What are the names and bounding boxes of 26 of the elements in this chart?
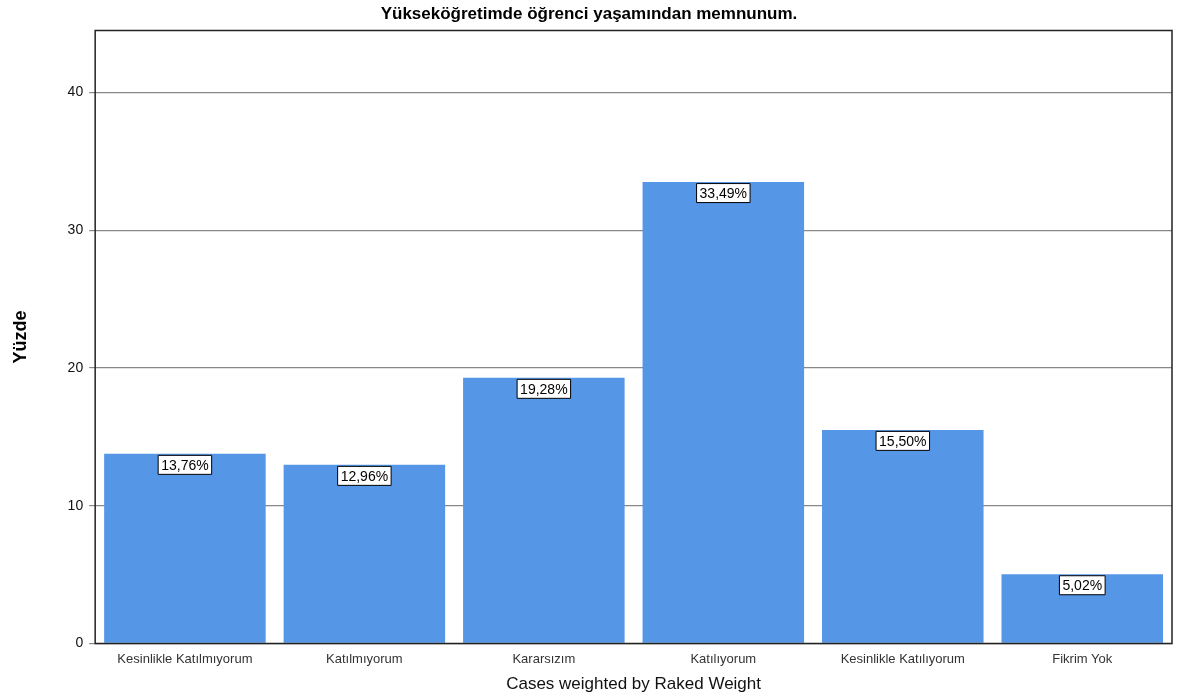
- bar: [283, 464, 446, 643]
- x-tick-label: Katılmıyorum: [326, 650, 403, 666]
- data-label: 33,49%: [699, 184, 748, 201]
- text: Cases weighted by Raked Weight: [506, 674, 762, 694]
- data-label: 5,02%: [1062, 577, 1103, 594]
- x-tick-label: Kesinlikle Katılmıyorum: [117, 650, 253, 666]
- bar: [1001, 574, 1164, 643]
- data-label: 12,96%: [340, 467, 389, 484]
- y-tick-label: 40: [67, 83, 84, 100]
- y-tick-label: 0: [75, 634, 84, 651]
- y-axis-title: Yüzde: [9, 310, 30, 364]
- chart-title: Yükseköğretimde öğrenci yaşamından memnunum.: [380, 3, 798, 23]
- data-label: 19,28%: [520, 380, 568, 397]
- bar: [642, 182, 805, 643]
- bar: [463, 377, 625, 643]
- x-tick-label: Kararsızım: [512, 650, 576, 666]
- bar: [822, 429, 984, 643]
- y-tick-label: 30: [67, 221, 84, 237]
- y-tick-label: 10: [67, 496, 84, 513]
- x-tick-label: Kesinlikle Katılıyorum: [840, 650, 965, 666]
- y-tick-label: 20: [67, 358, 84, 375]
- x-tick-label: Fikrim Yok: [1052, 650, 1113, 666]
- bar: [104, 453, 266, 643]
- data-label: 15,50%: [879, 432, 927, 449]
- x-tick-label: Katılıyorum: [690, 650, 757, 666]
- data-label: 13,76%: [161, 456, 209, 473]
